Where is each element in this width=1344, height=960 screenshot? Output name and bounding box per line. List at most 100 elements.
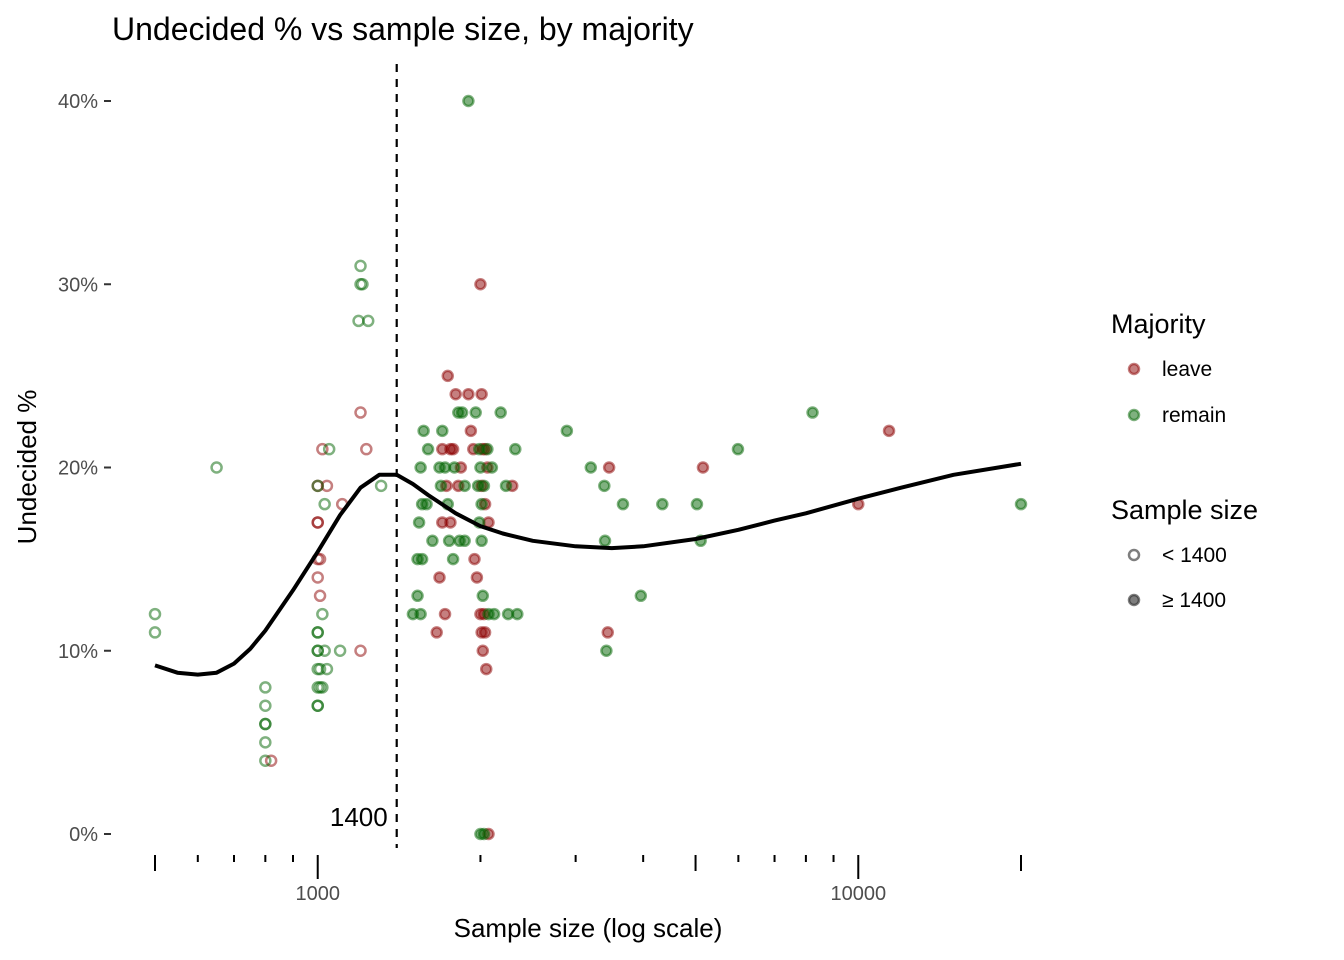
point-remain	[499, 479, 513, 493]
legend-label-over-1400: ≥ 1400	[1162, 589, 1226, 612]
point-leave	[430, 626, 443, 639]
threshold-line: 1400	[330, 64, 398, 848]
point-remain	[333, 644, 347, 657]
point-remain	[494, 406, 507, 419]
point-leave	[474, 278, 487, 291]
point-leave	[311, 516, 324, 529]
point-leave	[601, 626, 615, 639]
point-remain	[487, 607, 501, 621]
point-remain	[313, 662, 327, 676]
point-remain	[318, 644, 331, 657]
point-leave	[354, 644, 367, 657]
legend-title-majority: Majority	[1111, 309, 1206, 339]
point-remain	[210, 461, 223, 474]
point-remain	[584, 461, 598, 474]
x-tick-label: 10000	[830, 883, 886, 905]
threshold-label: 1400	[330, 802, 388, 832]
point-remain	[458, 479, 471, 493]
point-leave	[468, 552, 481, 566]
point-remain	[436, 424, 449, 438]
point-remain	[434, 479, 448, 493]
point-leave	[470, 571, 484, 584]
point-leave	[311, 571, 324, 584]
y-tick-label: 40%	[58, 91, 98, 113]
point-remain	[509, 442, 522, 456]
point-remain	[511, 607, 524, 621]
point-remain	[474, 461, 487, 474]
point-remain	[316, 607, 329, 621]
point-remain	[616, 497, 630, 511]
point-remain	[485, 461, 499, 474]
point-remain	[481, 442, 494, 456]
point-leave	[479, 662, 493, 676]
point-remain	[311, 479, 324, 493]
legend-key-over-1400	[1127, 593, 1141, 607]
point-leave	[478, 626, 492, 639]
point-remain	[656, 497, 669, 511]
point-remain	[458, 534, 471, 548]
point-remain	[475, 497, 488, 511]
point-leave	[446, 442, 460, 456]
point-remain	[259, 681, 272, 694]
point-remain	[311, 699, 324, 712]
point-remain	[806, 406, 819, 419]
point-leave	[475, 387, 488, 401]
point-remain	[1014, 497, 1028, 511]
point-leave	[464, 424, 478, 438]
y-axis-title: Undecided %	[12, 390, 42, 545]
point-leave	[433, 571, 446, 584]
y-axis: 0% 10% 20% 30% 40%	[58, 91, 111, 846]
point-remain	[311, 644, 324, 657]
point-remain	[259, 699, 272, 712]
point-remain	[316, 681, 329, 694]
point-remain	[420, 497, 433, 511]
point-remain	[560, 424, 574, 438]
smooth-line	[154, 461, 1022, 677]
point-remain	[311, 626, 324, 639]
legend-label-leave: leave	[1162, 358, 1212, 381]
y-tick-label: 0%	[69, 824, 98, 846]
point-remain	[477, 827, 491, 841]
point-remain	[259, 736, 272, 749]
point-remain	[690, 497, 704, 511]
y-tick-label: 30%	[58, 274, 98, 296]
y-tick-label: 20%	[58, 458, 98, 480]
point-leave	[264, 754, 278, 767]
point-remain	[411, 589, 424, 603]
point-remain	[259, 754, 272, 767]
point-remain	[148, 607, 162, 621]
point-remain	[414, 461, 427, 474]
point-remain	[354, 259, 367, 273]
point-leave	[316, 442, 329, 456]
point-leave	[882, 424, 896, 438]
point-remain	[318, 497, 331, 511]
chart-title: Undecided % vs sample size, by majority	[112, 11, 694, 47]
point-remain	[414, 607, 427, 621]
point-remain	[356, 278, 369, 291]
point-remain	[426, 534, 439, 548]
point-remain	[477, 479, 491, 493]
legend-key-leave	[1127, 362, 1141, 376]
legend: Majority leave remain Sample size < 1400…	[1111, 309, 1258, 612]
point-leave	[441, 369, 455, 383]
smooth-curve	[154, 461, 1022, 677]
point-remain	[442, 534, 456, 548]
point-leave	[449, 387, 462, 401]
point-leave	[602, 461, 616, 474]
point-leave	[462, 387, 475, 401]
point-remain	[446, 552, 460, 566]
point-remain	[598, 534, 612, 548]
point-leave	[444, 516, 457, 529]
legend-key-under-1400	[1127, 548, 1141, 562]
point-remain	[469, 406, 482, 419]
point-remain	[374, 479, 388, 493]
point-remain	[361, 314, 375, 328]
point-remain	[600, 644, 613, 657]
point-remain	[455, 406, 469, 419]
data-points	[148, 94, 1028, 841]
point-leave	[354, 406, 367, 419]
point-remain	[448, 461, 461, 474]
point-remain	[417, 424, 430, 438]
point-remain	[322, 442, 336, 456]
